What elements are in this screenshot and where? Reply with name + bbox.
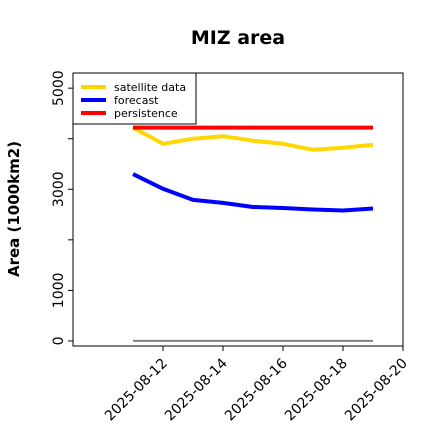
plot-frame bbox=[72, 72, 404, 347]
legend-label: forecast bbox=[114, 94, 159, 107]
y-tick-label: 5000 bbox=[51, 70, 67, 106]
y-tick-label: 1000 bbox=[51, 273, 67, 309]
plot-lines bbox=[132, 125, 374, 342]
x-tick-label: 2025-08-14 bbox=[162, 355, 231, 424]
x-tick-label: 2025-08-16 bbox=[222, 355, 291, 424]
x-tick-label: 2025-08-12 bbox=[102, 356, 171, 425]
legend-label: persistence bbox=[114, 107, 178, 120]
y-axis-label: Area (1000km2) bbox=[5, 141, 23, 277]
legend-label: satellite data bbox=[114, 81, 186, 94]
y-tick-label: 0 bbox=[51, 336, 67, 345]
x-tick-label: 2025-08-18 bbox=[282, 356, 351, 425]
chart-title: MIZ area bbox=[191, 27, 285, 49]
y-tick-label: 3000 bbox=[51, 171, 67, 207]
series-satellite-data-line bbox=[132, 125, 374, 152]
x-tick-label: 2025-08-20 bbox=[342, 356, 411, 425]
y-axis: 0 1000 3000 5000 bbox=[51, 70, 73, 345]
series-forecast-line bbox=[132, 172, 374, 213]
x-axis: 2025-08-122025-08-142025-08-162025-08-18… bbox=[102, 346, 411, 424]
